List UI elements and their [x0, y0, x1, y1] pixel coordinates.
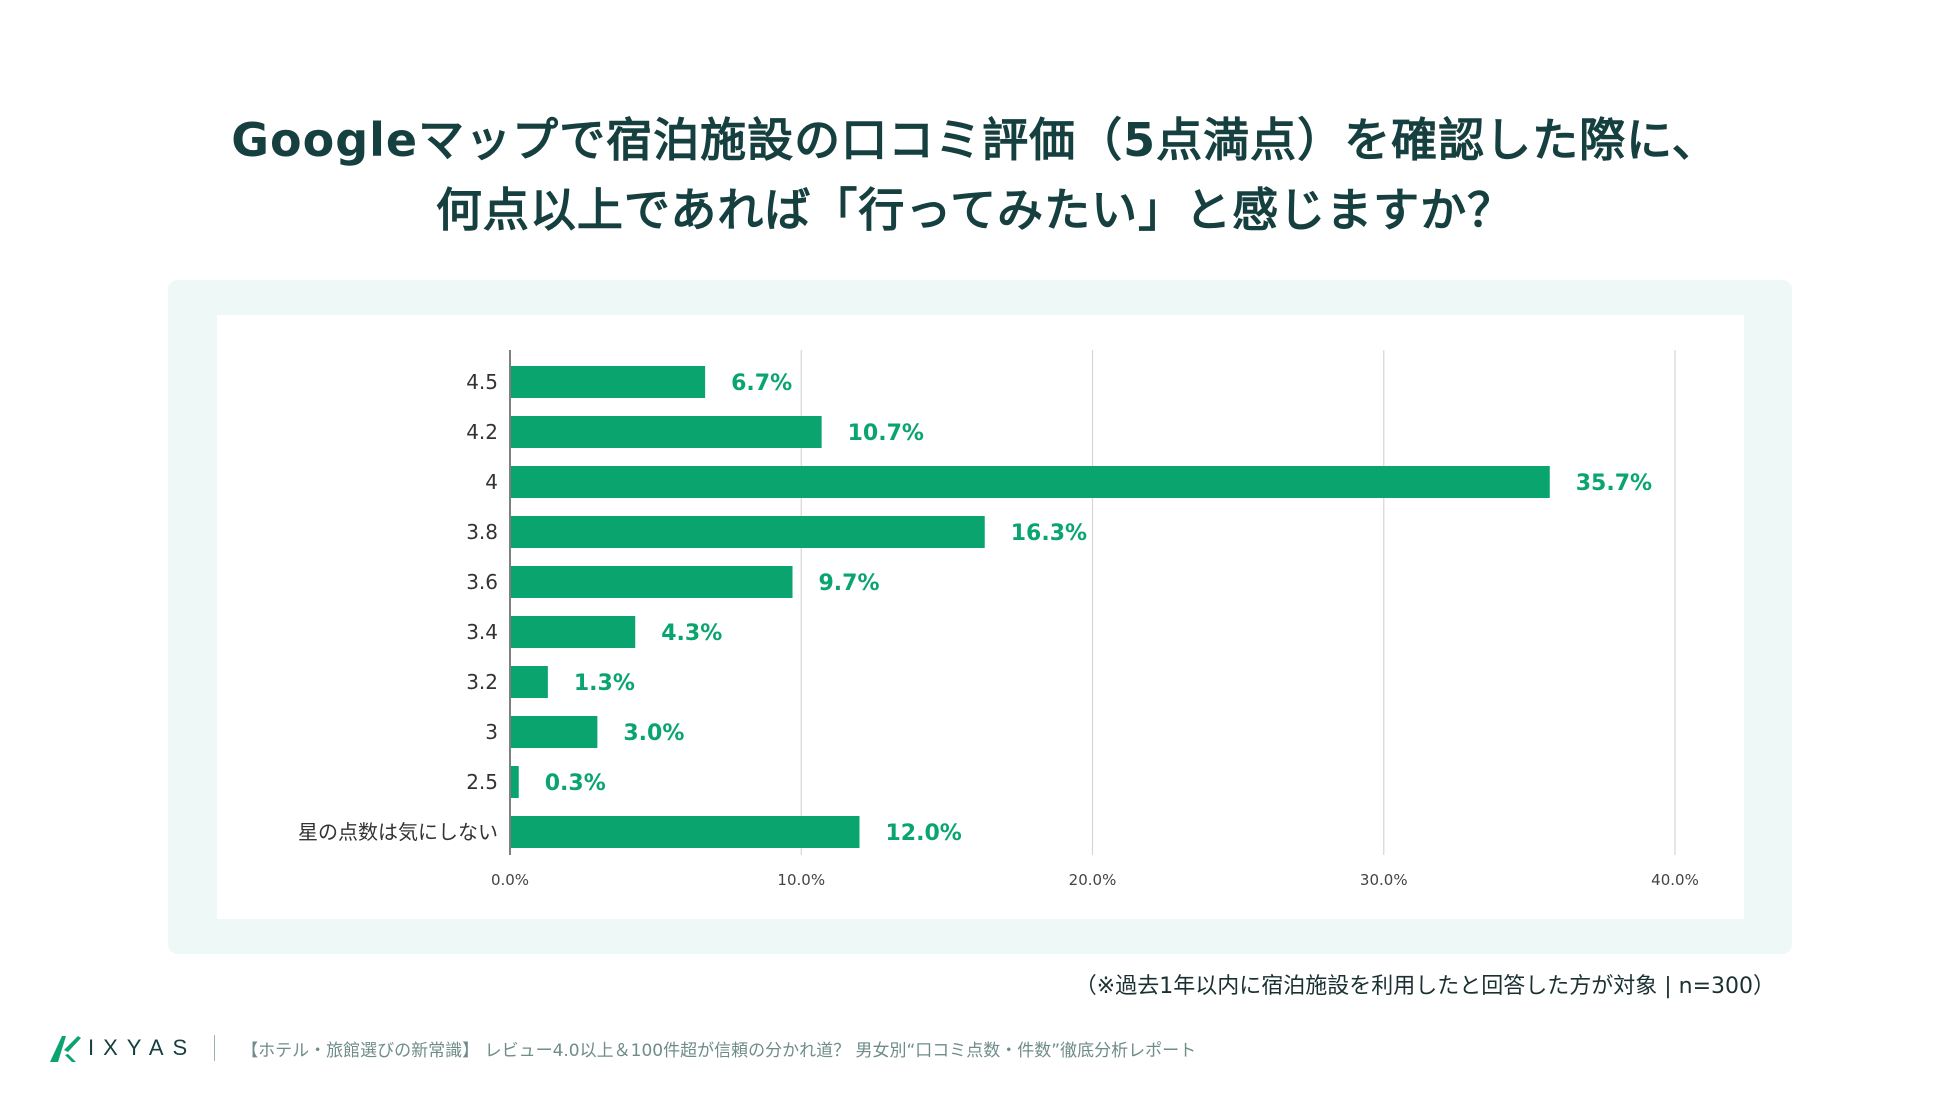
category-label: 4	[485, 470, 498, 494]
data-label: 12.0%	[886, 821, 962, 846]
data-label: 4.3%	[661, 621, 722, 646]
bar	[511, 566, 793, 598]
data-label: 16.3%	[1011, 521, 1087, 546]
bar	[511, 516, 985, 548]
bar	[511, 716, 598, 748]
bar	[511, 766, 519, 798]
category-label: 4.2	[466, 420, 498, 444]
category-label: 2.5	[466, 770, 498, 794]
data-label: 6.7%	[731, 371, 792, 396]
data-label: 0.3%	[545, 771, 606, 796]
category-label: 3.8	[466, 520, 498, 544]
x-tick-label: 30.0%	[1360, 871, 1408, 889]
title-line-2: 何点以上であれば「行ってみたい」と感じますか？	[435, 183, 1515, 237]
data-label: 3.0%	[623, 721, 684, 746]
footer-text: 【ホテル・旅館選びの新常識】 レビュー4.0以上＆100件超が信頼の分かれ道？ …	[241, 1040, 1197, 1061]
logo-text: IXYAS	[88, 1035, 197, 1060]
x-tick-label: 10.0%	[777, 871, 825, 889]
bar-chart: 0.0% 10.0% 20.0% 30.0% 40.0% 4.5 6.7% 4.2 10.7% 4…	[298, 350, 1699, 889]
chart-card	[217, 315, 1744, 919]
title-line-1: Googleマップで宿泊施設の口コミ評価（5点満点）を確認した際に、	[231, 113, 1719, 167]
chart-title: Googleマップで宿泊施設の口コミ評価（5点満点）を確認した際に、 何点以上で…	[0, 105, 1950, 245]
x-tick-label: 20.0%	[1069, 871, 1117, 889]
bar	[511, 416, 822, 448]
category-label: 3.4	[466, 620, 498, 644]
category-label: 星の点数は気にしない	[298, 820, 498, 844]
logo: IXYAS	[48, 1032, 196, 1064]
bar	[511, 816, 860, 848]
footer: IXYAS 【ホテル・旅館選びの新常識】 レビュー4.0以上＆100件超が信頼の…	[48, 1030, 1196, 1066]
bar	[511, 666, 548, 698]
category-label: 3	[485, 720, 498, 744]
data-label: 10.7%	[848, 421, 924, 446]
bar	[511, 616, 636, 648]
category-label: 3.2	[466, 670, 498, 694]
footer-divider	[214, 1035, 216, 1061]
sample-note: （※過去1年以内に宿泊施設を利用したと回答した方が対象 | n=300）	[1074, 974, 1775, 999]
logo-icon	[50, 1036, 81, 1062]
data-label: 9.7%	[819, 571, 880, 596]
category-label: 3.6	[466, 570, 498, 594]
bar	[511, 366, 706, 398]
data-label: 35.7%	[1576, 471, 1652, 496]
category-label: 4.5	[466, 370, 498, 394]
data-label: 1.3%	[574, 671, 635, 696]
x-tick-label: 0.0%	[491, 871, 529, 889]
bar	[511, 466, 1550, 498]
x-tick-label: 40.0%	[1651, 871, 1699, 889]
